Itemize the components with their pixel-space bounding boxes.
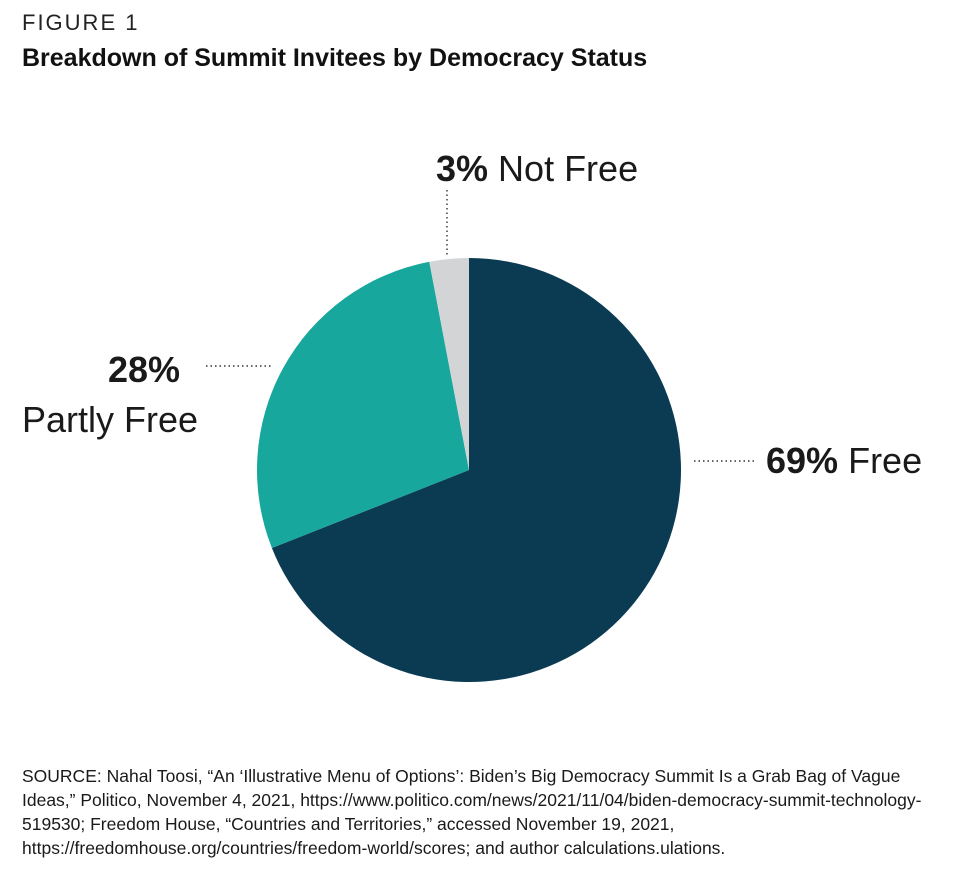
- label-not-free-pct: 3%: [436, 148, 489, 189]
- pie-slices: [257, 258, 682, 682]
- pie-slice-partly-free: [257, 261, 469, 549]
- pie-slice-not-free: [429, 258, 469, 470]
- figure-label: FIGURE 1: [22, 10, 140, 35]
- label-partly-free-name: Partly Free: [22, 399, 199, 440]
- label-partly-free: 28% Partly Free: [22, 345, 198, 445]
- leader-lines: [206, 190, 756, 462]
- label-partly-free-pct: 28%: [108, 349, 181, 390]
- label-free-pct: 69%: [766, 440, 839, 481]
- chart-title: Breakdown of Summit Invitees by Democrac…: [22, 44, 648, 72]
- pie-slice-free: [271, 258, 682, 682]
- label-free: 69% Free: [766, 440, 922, 482]
- label-not-free: 3% Not Free: [436, 148, 638, 190]
- label-free-name: Free: [848, 440, 923, 481]
- label-not-free-name: Not Free: [498, 148, 639, 189]
- source-note: SOURCE: Nahal Toosi, “An ‘Illustrative M…: [22, 766, 922, 858]
